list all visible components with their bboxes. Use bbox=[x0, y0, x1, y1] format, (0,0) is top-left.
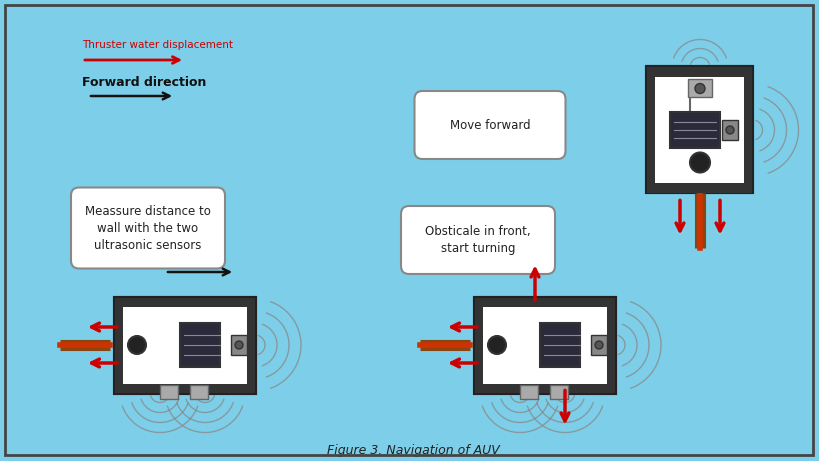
Text: Thruster water displacement: Thruster water displacement bbox=[82, 40, 233, 50]
Bar bbox=[231, 335, 247, 355]
Bar bbox=[115, 384, 255, 392]
Bar bbox=[550, 384, 568, 398]
Text: Obsticale in front,
start turning: Obsticale in front, start turning bbox=[425, 225, 530, 255]
Bar bbox=[180, 323, 219, 367]
Ellipse shape bbox=[487, 336, 505, 354]
Bar bbox=[669, 112, 719, 148]
Bar bbox=[647, 67, 752, 77]
Bar bbox=[590, 335, 606, 355]
Ellipse shape bbox=[235, 341, 242, 349]
Bar bbox=[519, 384, 537, 398]
Bar bbox=[115, 297, 255, 307]
FancyBboxPatch shape bbox=[400, 206, 554, 274]
Bar bbox=[160, 384, 178, 398]
Ellipse shape bbox=[725, 126, 733, 134]
Bar bbox=[115, 297, 123, 392]
Bar bbox=[687, 79, 711, 97]
Bar bbox=[653, 73, 745, 187]
Ellipse shape bbox=[128, 336, 146, 354]
Bar bbox=[481, 303, 609, 386]
Ellipse shape bbox=[695, 83, 704, 94]
Bar bbox=[647, 183, 752, 193]
Bar bbox=[647, 67, 752, 193]
Bar bbox=[474, 297, 614, 307]
Bar bbox=[540, 323, 579, 367]
Bar bbox=[721, 120, 737, 140]
Text: Move forward: Move forward bbox=[449, 118, 530, 131]
FancyBboxPatch shape bbox=[71, 188, 224, 268]
Bar bbox=[474, 297, 482, 392]
Ellipse shape bbox=[689, 153, 709, 172]
Bar bbox=[190, 384, 208, 398]
Bar bbox=[606, 297, 614, 392]
Ellipse shape bbox=[595, 341, 602, 349]
Bar bbox=[647, 67, 654, 193]
Bar bbox=[474, 297, 614, 392]
FancyBboxPatch shape bbox=[414, 91, 565, 159]
Text: Forward direction: Forward direction bbox=[82, 76, 206, 89]
Bar bbox=[744, 67, 752, 193]
Text: Meassure distance to
wall with the two
ultrasonic sensors: Meassure distance to wall with the two u… bbox=[85, 205, 210, 252]
Bar bbox=[121, 303, 249, 386]
Bar bbox=[247, 297, 255, 392]
Bar bbox=[115, 297, 255, 392]
Bar bbox=[474, 384, 614, 392]
Text: Figure 3. Navigation of AUV: Figure 3. Navigation of AUV bbox=[326, 443, 499, 456]
